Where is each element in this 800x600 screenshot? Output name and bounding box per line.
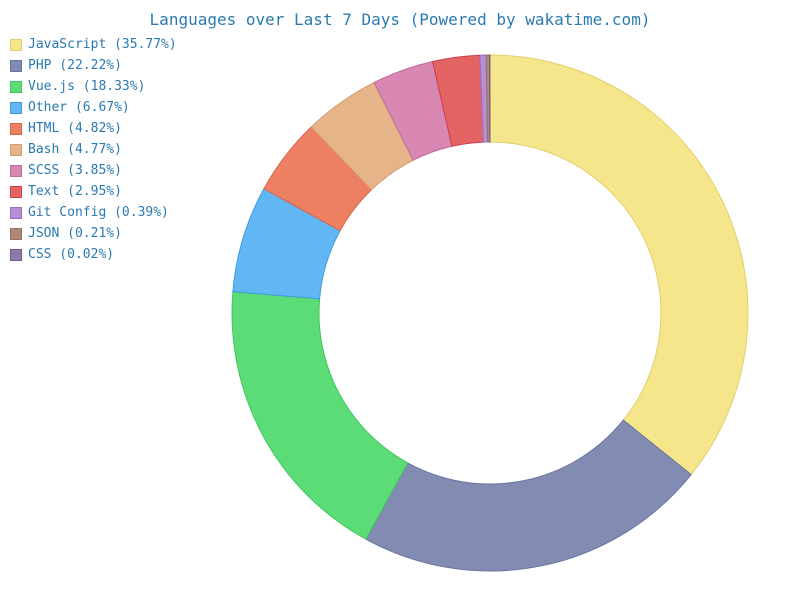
legend-swatch [10,122,22,135]
legend-item-css: CSS (0.02%) [10,244,177,265]
legend-swatch [10,101,22,114]
legend-label: Other (6.67%) [28,100,130,115]
legend-label: Bash (4.77%) [28,142,122,157]
legend: JavaScript (35.77%) PHP (22.22%) Vue.js (1… [10,34,177,265]
legend-label: JavaScript (35.77%) [28,37,177,52]
legend-swatch [10,164,22,177]
legend-label: JSON (0.21%) [28,226,122,241]
legend-swatch [10,59,22,72]
legend-label: SCSS (3.85%) [28,163,122,178]
legend-label: Git Config (0.39%) [28,205,169,220]
legend-item-other: Other (6.67%) [10,97,177,118]
legend-item-php: PHP (22.22%) [10,55,177,76]
legend-swatch [10,143,22,156]
chart-title: Languages over Last 7 Days (Powered by w… [149,10,651,29]
legend-swatch [10,248,22,261]
legend-item-scss: SCSS (3.85%) [10,160,177,181]
legend-swatch [10,38,22,51]
legend-label: Vue.js (18.33%) [28,79,146,94]
legend-item-bash: Bash (4.77%) [10,139,177,160]
slice-vue-js [231,291,409,540]
legend-swatch [10,206,22,219]
legend-item-git-config: Git Config (0.39%) [10,202,177,223]
slice-javascript [489,54,749,476]
legend-item-json: JSON (0.21%) [10,223,177,244]
legend-label: HTML (4.82%) [28,121,122,136]
legend-label: PHP (22.22%) [28,58,122,73]
legend-item-text: Text (2.95%) [10,181,177,202]
legend-swatch [10,80,22,93]
legend-swatch [10,185,22,198]
legend-item-javascript: JavaScript (35.77%) [10,34,177,55]
legend-label: CSS (0.02%) [28,247,115,262]
legend-item-vue-js: Vue.js (18.33%) [10,76,177,97]
legend-item-html: HTML (4.82%) [10,118,177,139]
slice-php [365,419,692,572]
legend-label: Text (2.95%) [28,184,122,199]
legend-swatch [10,227,22,240]
